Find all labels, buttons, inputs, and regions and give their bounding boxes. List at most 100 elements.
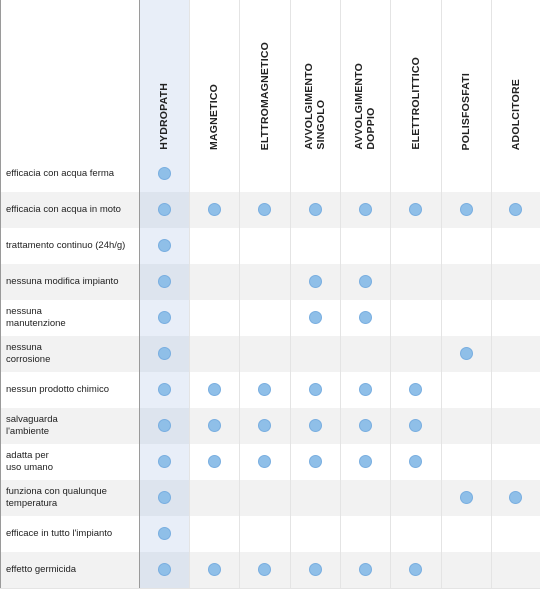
column-header: ELETTROLITTICO	[390, 0, 442, 156]
table-row: adatta per uso umano	[0, 444, 540, 480]
table-cell	[491, 264, 540, 300]
check-dot-icon	[509, 203, 522, 217]
column-header: ADOLCITORE	[491, 0, 540, 156]
table-cell	[139, 156, 190, 192]
check-dot-icon	[308, 383, 322, 397]
table-cell	[491, 372, 540, 408]
check-dot-icon	[157, 527, 171, 541]
table-cell	[189, 264, 240, 300]
table-cell	[441, 516, 492, 552]
table-cell	[139, 264, 190, 300]
column-header: AVVOLGIMENTO DOPPIO	[340, 0, 391, 156]
row-label: efficacia con acqua ferma	[0, 156, 140, 192]
check-dot-icon	[157, 347, 171, 361]
table-cell	[189, 408, 240, 444]
table-row: nessuna corrosione	[0, 336, 540, 372]
row-label: salvaguarda l'ambiente	[0, 408, 140, 444]
table-cell	[441, 372, 492, 408]
check-dot-icon	[308, 311, 322, 325]
table-cell	[491, 156, 540, 192]
table-cell	[139, 336, 190, 372]
table-cell	[390, 264, 442, 300]
table-cell	[491, 192, 540, 228]
check-dot-icon	[258, 455, 271, 469]
table-cell	[239, 444, 291, 480]
table-cell	[189, 372, 240, 408]
check-dot-icon	[358, 275, 372, 289]
table-cell	[139, 444, 190, 480]
table-cell	[290, 228, 341, 264]
check-dot-icon	[358, 419, 372, 433]
table-row: funziona con qualunque temperatura	[0, 480, 540, 516]
check-dot-icon	[207, 383, 221, 397]
table-cell	[189, 480, 240, 516]
table-cell	[390, 408, 442, 444]
table-cell	[491, 408, 540, 444]
left-border	[0, 0, 1, 589]
column-header-label: ADOLCITORE	[509, 78, 522, 150]
table-cell	[189, 552, 240, 588]
table-cell	[390, 552, 442, 588]
row-label: effetto germicida	[0, 552, 140, 588]
check-dot-icon	[258, 419, 271, 433]
check-dot-icon	[409, 455, 422, 469]
table-cell	[189, 192, 240, 228]
check-dot-icon	[207, 419, 221, 433]
table-cell	[340, 408, 391, 444]
table-cell	[239, 336, 291, 372]
table-cell	[139, 552, 190, 588]
check-dot-icon	[509, 491, 522, 505]
table-cell	[441, 408, 492, 444]
check-dot-icon	[308, 203, 322, 217]
table-cell	[139, 408, 190, 444]
table-cell	[340, 264, 391, 300]
column-header-label: HYDROPATH	[158, 83, 170, 150]
row-label: efficacia con acqua in moto	[0, 192, 140, 228]
table-row: efficace in tutto l'impianto	[0, 516, 540, 552]
table-cell	[239, 192, 291, 228]
table-cell	[290, 264, 341, 300]
table-row: efficacia con acqua ferma	[0, 156, 540, 192]
table-cell	[441, 156, 492, 192]
table-cell	[239, 264, 291, 300]
table-cell	[239, 552, 291, 588]
row-label: nessuna modifica impianto	[0, 264, 140, 300]
check-dot-icon	[157, 563, 171, 577]
table-cell	[441, 336, 492, 372]
check-dot-icon	[459, 491, 473, 505]
check-dot-icon	[308, 419, 322, 433]
table-cell	[189, 156, 240, 192]
table-cell	[491, 228, 540, 264]
table-cell	[189, 300, 240, 336]
column-header-label: ELTTROMAGNETICO	[258, 41, 271, 150]
column-header-label: POLISFOSFATI	[460, 72, 472, 150]
table-cell	[290, 192, 341, 228]
check-dot-icon	[157, 239, 171, 253]
table-cell	[189, 228, 240, 264]
check-dot-icon	[459, 347, 473, 361]
check-dot-icon	[258, 383, 271, 397]
check-dot-icon	[358, 203, 372, 217]
row-label: nessuna corrosione	[0, 336, 140, 372]
check-dot-icon	[157, 455, 171, 469]
table-cell	[139, 192, 190, 228]
check-dot-icon	[409, 383, 422, 397]
row-label: trattamento continuo (24h/g)	[0, 228, 140, 264]
table-cell	[290, 336, 341, 372]
check-dot-icon	[358, 455, 372, 469]
table-cell	[290, 408, 341, 444]
table-cell	[340, 156, 391, 192]
check-dot-icon	[157, 275, 171, 289]
table-cell	[340, 444, 391, 480]
table-cell	[441, 228, 492, 264]
table-row: nessun prodotto chimico	[0, 372, 540, 408]
table-cell	[441, 192, 492, 228]
table-cell	[491, 480, 540, 516]
table-cell	[441, 444, 492, 480]
table-cell	[290, 156, 341, 192]
column-header: AVVOLGIMENTO SINGOLO	[290, 0, 341, 156]
column-header: HYDROPATH	[139, 0, 190, 156]
header-corner	[0, 0, 140, 156]
check-dot-icon	[157, 419, 171, 433]
check-dot-icon	[409, 563, 422, 577]
